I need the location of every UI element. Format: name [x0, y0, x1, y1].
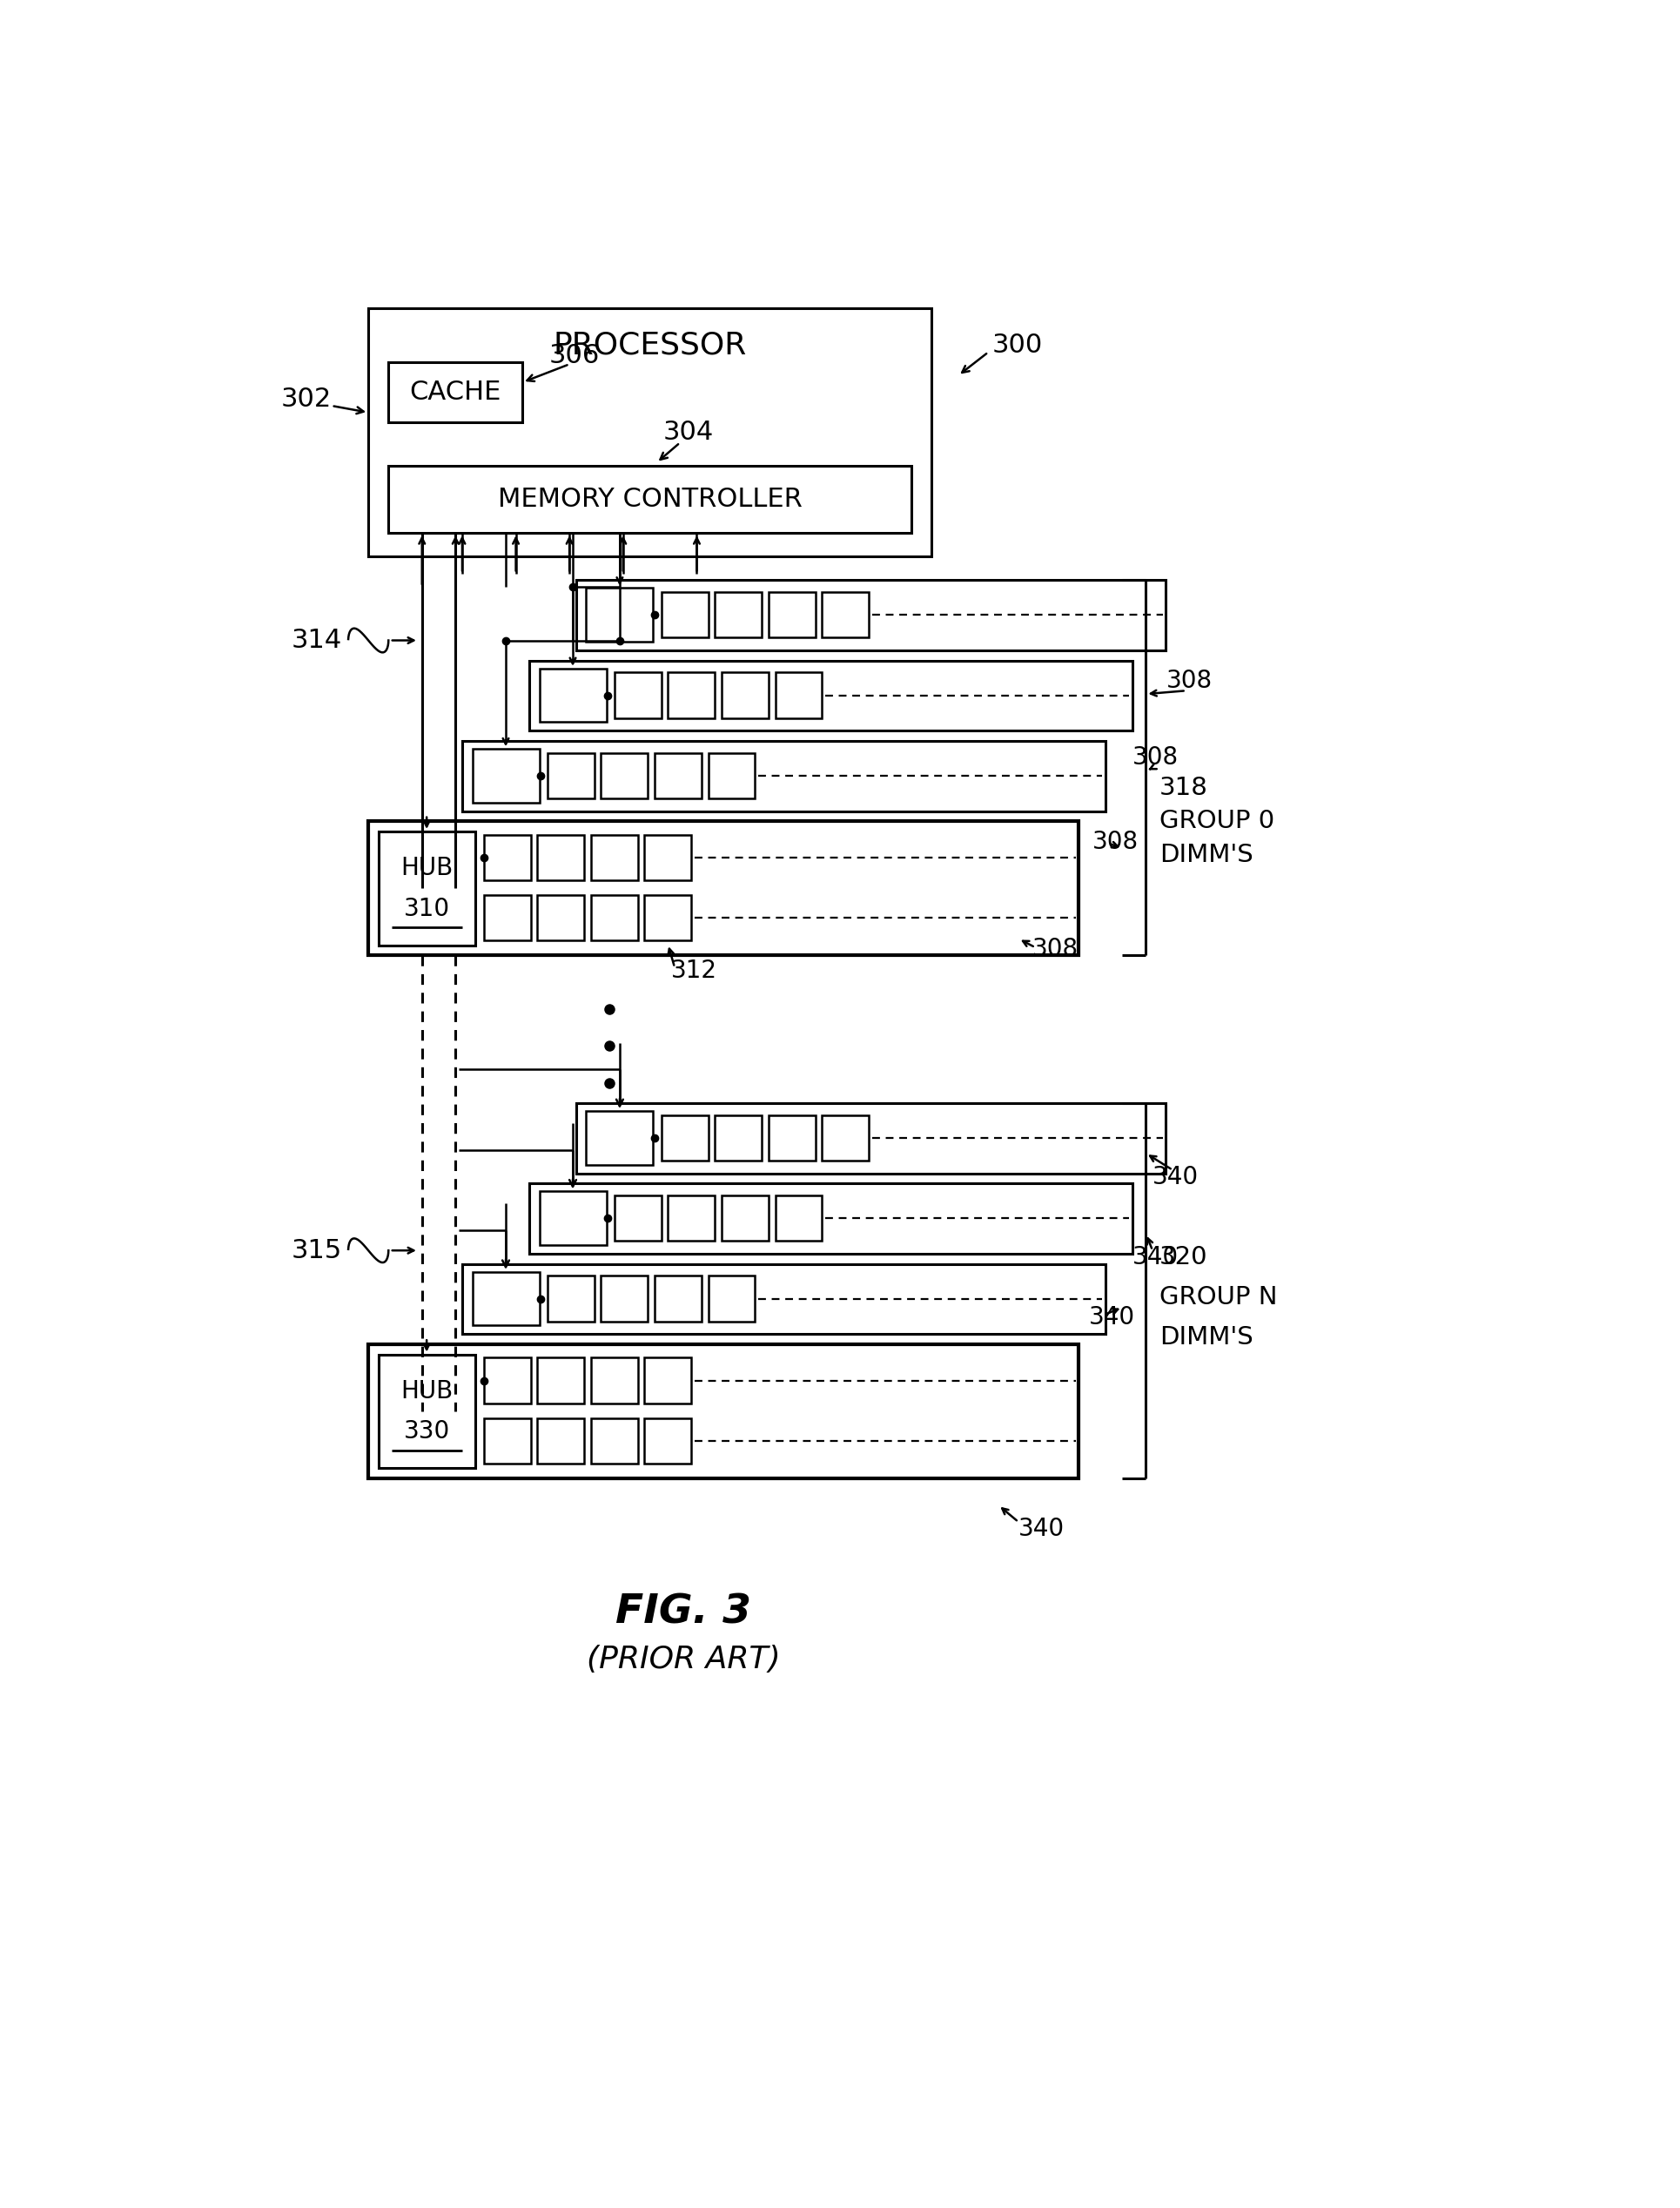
Text: 318: 318 — [1159, 775, 1208, 799]
Bar — [378, 832, 475, 945]
Text: 308: 308 — [1032, 936, 1079, 960]
Text: 340: 340 — [1089, 1305, 1136, 1329]
Text: 340: 340 — [1018, 1517, 1065, 1541]
Bar — [484, 894, 531, 941]
Bar — [529, 1183, 1132, 1254]
Text: 312: 312 — [672, 958, 717, 983]
Bar — [462, 1263, 1105, 1334]
Text: (PRIOR ART): (PRIOR ART) — [586, 1645, 780, 1674]
Bar — [669, 1195, 716, 1241]
Text: HUB: HUB — [400, 857, 454, 881]
Bar — [378, 1354, 475, 1468]
Bar — [591, 1358, 638, 1404]
Bar — [484, 835, 531, 881]
Bar — [615, 1195, 662, 1241]
Bar — [822, 1115, 869, 1161]
Text: DIMM'S: DIMM'S — [1159, 1325, 1253, 1349]
Bar — [722, 673, 768, 718]
Bar — [645, 894, 692, 941]
Bar — [709, 1276, 754, 1323]
Text: PROCESSOR: PROCESSOR — [553, 331, 746, 360]
Bar — [472, 749, 539, 804]
Bar — [548, 1276, 595, 1323]
Bar — [472, 1272, 539, 1325]
Bar — [591, 894, 638, 941]
Bar — [529, 660, 1132, 731]
Bar — [655, 753, 702, 799]
Text: 308: 308 — [1132, 746, 1179, 771]
Bar — [655, 1276, 702, 1323]
Bar — [774, 1195, 822, 1241]
Text: 340: 340 — [1132, 1245, 1179, 1270]
Text: GROUP 0: GROUP 0 — [1159, 808, 1273, 835]
Bar — [774, 673, 822, 718]
Bar — [538, 1418, 585, 1464]
Text: FIG. 3: FIG. 3 — [615, 1592, 751, 1632]
Text: GROUP N: GROUP N — [1159, 1285, 1277, 1309]
Bar — [822, 592, 869, 638]
Bar — [645, 835, 692, 881]
Text: CACHE: CACHE — [410, 380, 501, 404]
Text: 340: 340 — [1152, 1164, 1200, 1188]
Bar — [539, 669, 606, 722]
Bar — [538, 835, 585, 881]
Bar — [368, 309, 931, 556]
Bar — [768, 1115, 815, 1161]
Bar — [388, 466, 911, 532]
Text: 308: 308 — [1092, 830, 1139, 854]
Bar — [768, 592, 815, 638]
Bar — [716, 1115, 761, 1161]
Bar — [645, 1358, 692, 1404]
Bar — [591, 1418, 638, 1464]
Bar — [601, 1276, 648, 1323]
Bar — [669, 673, 716, 718]
Bar — [716, 592, 761, 638]
Text: 320: 320 — [1159, 1245, 1208, 1270]
Text: 300: 300 — [991, 333, 1042, 358]
Bar — [484, 1358, 531, 1404]
Text: 308: 308 — [1166, 669, 1213, 693]
Text: 315: 315 — [291, 1239, 343, 1263]
Text: 302: 302 — [281, 386, 333, 411]
Bar — [548, 753, 595, 799]
Bar — [662, 592, 709, 638]
Text: MEMORY CONTROLLER: MEMORY CONTROLLER — [497, 488, 801, 512]
Text: 304: 304 — [664, 420, 714, 446]
Bar — [722, 1195, 768, 1241]
Bar — [368, 821, 1079, 956]
Bar — [709, 753, 754, 799]
Text: 310: 310 — [403, 896, 450, 921]
Bar — [662, 1115, 709, 1161]
Bar — [601, 753, 648, 799]
Bar — [538, 894, 585, 941]
Bar — [484, 1418, 531, 1464]
Text: DIMM'S: DIMM'S — [1159, 843, 1253, 868]
Bar — [645, 1418, 692, 1464]
Bar — [576, 581, 1166, 651]
Bar — [388, 362, 522, 422]
Text: 306: 306 — [549, 342, 600, 369]
Bar — [538, 1358, 585, 1404]
Bar — [368, 1345, 1079, 1479]
Bar — [586, 1111, 654, 1164]
Bar — [586, 587, 654, 643]
Text: 314: 314 — [291, 627, 343, 654]
Bar — [591, 835, 638, 881]
Bar — [576, 1104, 1166, 1172]
Text: HUB: HUB — [400, 1380, 454, 1404]
Bar — [462, 742, 1105, 810]
Bar — [539, 1192, 606, 1245]
Text: 330: 330 — [403, 1420, 450, 1444]
Bar — [615, 673, 662, 718]
